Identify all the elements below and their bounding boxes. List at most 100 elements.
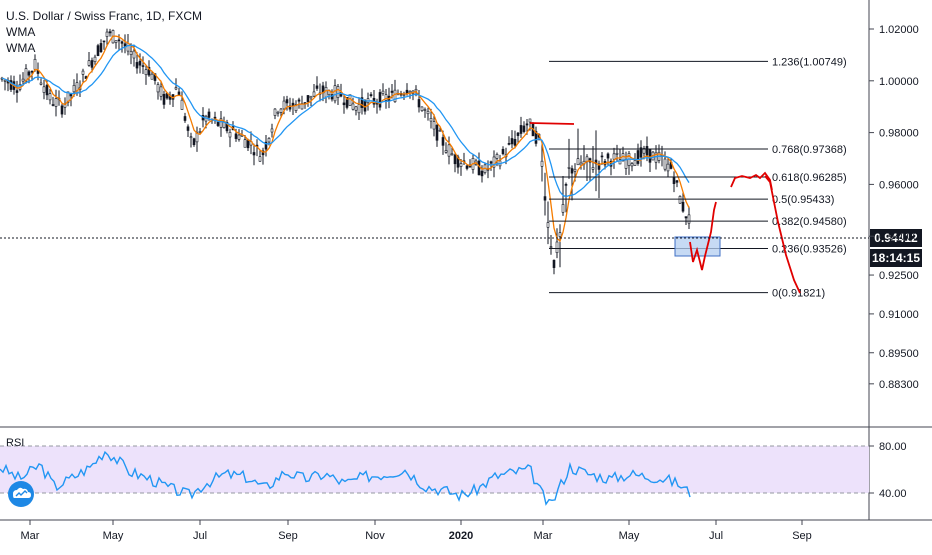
candle-body [66,91,70,103]
current-price-value: 0.94412 [874,231,918,245]
candle-body [180,99,184,110]
tradingview-logo[interactable] [8,481,34,507]
candle-body [102,40,106,43]
candle-body [576,158,580,166]
candle-body [219,118,223,128]
candle-body [174,87,178,90]
candle-body [453,154,457,165]
candle-body [495,154,499,159]
candle-body [105,31,109,37]
candle-body [402,94,406,96]
candle-body [564,184,568,186]
candle-body [579,162,583,166]
candle-body [144,69,148,75]
candle-body [114,40,118,43]
current-price-badge [870,229,922,247]
wma-slow-line [1,44,690,198]
candle-body [552,259,556,268]
candle-body [339,92,343,97]
candle-body [432,121,436,130]
candle-body [570,168,574,174]
candle-body [129,51,133,55]
candle-body [645,146,649,156]
candle-body [72,85,76,93]
candle-body [285,99,289,104]
candle-body [351,103,355,110]
fib-level-label: 0.5(0.95433) [772,194,834,206]
candle-body [186,126,190,131]
candle-body [648,149,652,163]
candle-body [273,108,277,116]
candle-body [162,94,166,105]
time-tick-label: Jul [709,530,723,542]
candle-body [390,90,394,93]
candle-body [39,82,43,85]
candle-body [438,129,442,132]
indicator-wma-fast[interactable]: WMA [6,25,36,39]
candle-body [624,159,628,169]
candle-body [534,131,538,144]
candle-body [465,165,469,169]
indicator-wma-slow[interactable]: WMA [6,41,36,55]
candle-body [177,91,181,96]
candle-body [633,160,637,166]
candle-body [642,148,646,154]
candle-body [423,109,427,111]
candle-body [213,116,217,119]
price-tick-label: 0.98000 [879,128,919,140]
time-tick-label: May [103,530,124,542]
candlestick-series [0,28,691,275]
fibonacci-retracement[interactable]: 1.236(1.00749) 0.768(0.97368) 0.618(0.9628… [549,56,847,300]
fib-level-label: 0.618(0.96285) [772,172,847,184]
candle-body [87,60,91,66]
time-tick-label: Jul [193,530,207,542]
candle-body [225,122,229,132]
candle-body [480,170,484,177]
candle-body [33,58,37,70]
candle-body [477,160,481,176]
candle-body [156,84,160,93]
candle-body [276,111,280,114]
candle-body [234,133,238,139]
candle-body [513,139,517,146]
candle-body [48,93,52,101]
candle-body [3,79,7,82]
candle-body [279,108,283,113]
candle-body [141,65,145,67]
candle-body [261,150,265,156]
candle-body [567,167,571,169]
candle-body [147,66,151,76]
candle-body [315,85,319,89]
fib-level-label: 0.768(0.97368) [772,144,847,156]
resistance-line [529,122,575,125]
candle-body [378,92,382,108]
candle-body [450,153,454,156]
candle-body [228,132,232,138]
candle-body [120,41,124,44]
candle-body [510,138,514,145]
countdown-value: 18:14:15 [872,251,920,265]
candle-body [639,147,643,158]
rsi-tick-label: 80.00 [879,441,907,453]
candle-body [420,106,424,111]
candle-body [309,95,313,99]
candle-body [519,125,523,134]
candle-body [30,70,34,73]
candle-body [672,177,676,185]
candle-body [618,159,622,165]
candle-body [159,86,163,97]
candle-body [612,153,616,160]
candle-body [198,131,202,133]
candle-body [267,138,271,143]
candle-body [435,124,439,141]
candle-body [354,106,358,111]
candle-body [90,60,94,68]
price-axis-ticks: 1.02000 1.00000 0.98000 0.96000 0.94000 0.925… [869,24,919,391]
chart-title[interactable]: U.S. Dollar / Swiss Franc, 1D, FXCM [6,9,203,23]
chart-legend: U.S. Dollar / Swiss Franc, 1D, FXCM WMA … [6,8,202,56]
candle-body [81,70,85,75]
rsi-label[interactable]: RSI [6,437,25,449]
candle-body [207,111,211,118]
candle-body [381,90,385,94]
